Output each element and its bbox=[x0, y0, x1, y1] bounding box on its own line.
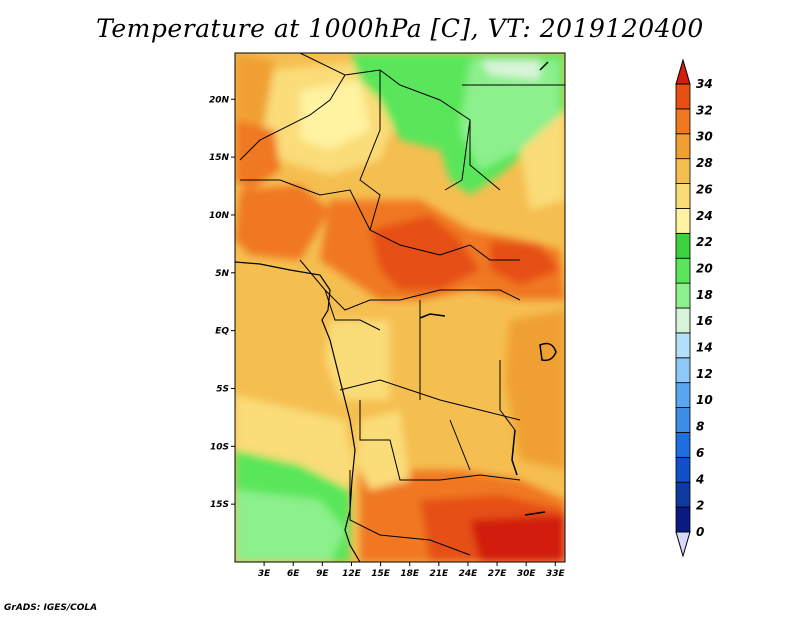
colorbar-label: 14 bbox=[696, 341, 713, 355]
lat-tick-label: 15S bbox=[210, 500, 229, 510]
map-title: Temperature at 1000hPa [C], VT: 20191204… bbox=[96, 14, 704, 43]
colorbar-segment bbox=[675, 481, 691, 508]
map-frame bbox=[234, 52, 566, 563]
colorbar-segment bbox=[675, 257, 691, 284]
lon-tick-label: 3E bbox=[258, 569, 271, 579]
latitude-axis: 20N 15N 10N 5N EQ 5S 10S 15S bbox=[209, 95, 235, 510]
colorbar-label: 30 bbox=[696, 130, 713, 144]
colorbar-under-arrow bbox=[675, 531, 691, 558]
colorbar-label: 4 bbox=[695, 472, 704, 486]
lat-tick-label: 5S bbox=[216, 384, 229, 394]
lat-tick-label: 10S bbox=[210, 442, 229, 452]
lon-tick-label: 12E bbox=[342, 569, 362, 579]
colorbar-label: 24 bbox=[696, 209, 713, 223]
lon-tick-label: 33E bbox=[546, 569, 566, 579]
colorbar-segment bbox=[675, 83, 691, 110]
colorbar-segment bbox=[675, 108, 691, 135]
colorbar-segment bbox=[675, 432, 691, 458]
colorbar-label: 28 bbox=[696, 156, 713, 170]
colorbar-segment bbox=[675, 183, 691, 209]
lat-tick-label: EQ bbox=[215, 327, 229, 337]
colorbar-label: 8 bbox=[696, 420, 704, 434]
colorbar-label: 26 bbox=[696, 182, 713, 196]
colorbar-segment bbox=[675, 282, 691, 309]
lon-tick-label: 15E bbox=[371, 569, 391, 579]
colorbar-segment bbox=[675, 307, 691, 334]
lon-tick-label: 21E bbox=[429, 569, 449, 579]
lat-tick-label: 20N bbox=[209, 95, 230, 105]
colorbar-label: 10 bbox=[696, 393, 713, 407]
colorbar-segment bbox=[675, 232, 691, 259]
lon-tick-label: 30E bbox=[517, 569, 537, 579]
colorbar-segment bbox=[675, 133, 691, 160]
lat-tick-label: 10N bbox=[209, 211, 230, 221]
colorbar-segment bbox=[675, 208, 691, 234]
lat-tick-label: 15N bbox=[209, 153, 230, 163]
colorbar-over-arrow bbox=[675, 58, 691, 85]
lon-tick-label: 9E bbox=[316, 569, 329, 579]
colorbar-label: 20 bbox=[696, 261, 713, 275]
colorbar-segment bbox=[675, 332, 691, 359]
colorbar-segment bbox=[675, 357, 691, 384]
colorbar-segment bbox=[675, 456, 691, 483]
colorbar-segment bbox=[675, 158, 691, 184]
lon-tick-label: 27E bbox=[488, 569, 508, 579]
temperature-field bbox=[235, 53, 565, 562]
grads-credit: GrADS: IGES/COLA bbox=[4, 603, 98, 613]
colorbar-label: 34 bbox=[696, 77, 713, 91]
lon-tick-label: 6E bbox=[287, 569, 300, 579]
longitude-axis: 3E 6E 9E 12E 15E 18E 21E 24E 27E 30E 33E bbox=[258, 562, 566, 579]
colorbar-label: 18 bbox=[696, 288, 713, 302]
lakes bbox=[419, 61, 557, 516]
colorbar-label: 32 bbox=[696, 103, 713, 117]
colorbar-label: 22 bbox=[696, 235, 713, 249]
lon-tick-label: 24E bbox=[459, 569, 479, 579]
colorbar-label: 0 bbox=[696, 525, 704, 539]
lon-tick-label: 18E bbox=[400, 569, 420, 579]
colorbar-label: 2 bbox=[696, 499, 704, 513]
colorbar-segment bbox=[675, 407, 691, 433]
colorbar-label: 12 bbox=[696, 367, 713, 381]
colorbar-segment bbox=[675, 506, 691, 533]
colorbar-segment bbox=[675, 382, 691, 408]
country-boundaries bbox=[239, 53, 565, 556]
coastline bbox=[235, 261, 361, 562]
lat-tick-label: 5N bbox=[215, 269, 229, 279]
colorbar-label: 16 bbox=[696, 314, 713, 328]
colorbar-label: 6 bbox=[696, 446, 704, 460]
